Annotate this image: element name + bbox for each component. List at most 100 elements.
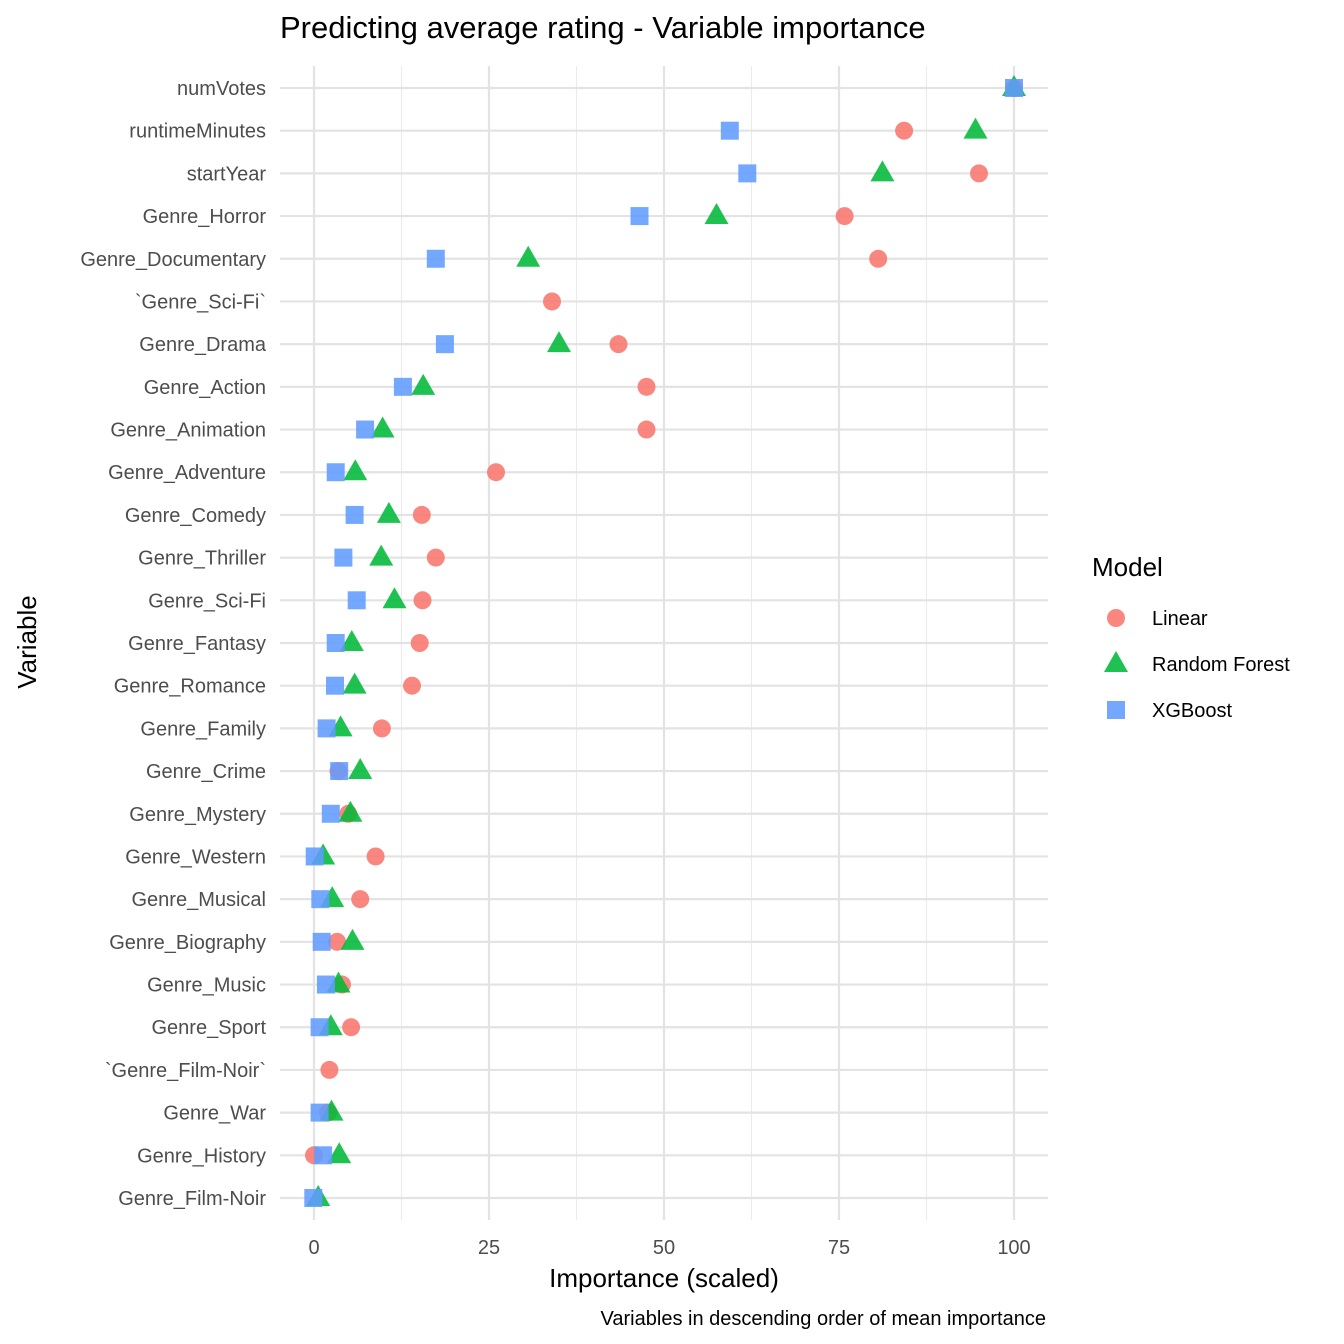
point-square — [305, 847, 324, 866]
y-tick-labels: numVotes runtimeMinutes startYear Genre_Hor… — [80, 78, 267, 1210]
point-square — [326, 634, 345, 652]
y-tick-label: Genre_Film-Noir — [118, 1188, 266, 1210]
point-circle — [487, 463, 505, 482]
point-triangle — [411, 373, 436, 395]
point-triangle — [343, 459, 368, 481]
point-square — [435, 335, 454, 354]
x-tick-label: 25 — [478, 1237, 500, 1259]
y-tick-label: Genre_Biography — [109, 932, 266, 954]
point-square — [738, 164, 757, 183]
x-tick-label: 0 — [308, 1237, 319, 1259]
series-linear — [305, 79, 1023, 1165]
x-tick-label: 50 — [653, 1237, 675, 1259]
y-tick-label: Genre_Western — [125, 846, 266, 868]
point-circle — [366, 847, 385, 866]
point-triangle — [338, 800, 363, 822]
legend-label: Random Forest — [1152, 654, 1290, 676]
point-triangle — [870, 160, 895, 182]
point-circle — [543, 292, 561, 311]
chart-title: Predicting average rating - Variable imp… — [280, 10, 926, 45]
y-tick-label: Genre_Thriller — [138, 548, 266, 570]
point-circle — [328, 932, 347, 951]
grid — [280, 66, 1048, 1220]
x-tick-label: 100 — [997, 1237, 1030, 1259]
y-tick-label: startYear — [187, 163, 267, 185]
y-tick-label: Genre_Drama — [139, 334, 267, 356]
point-square — [312, 932, 331, 951]
point-triangle — [327, 1142, 352, 1164]
legend-items: Linear Random Forest XGBoost — [1104, 608, 1290, 722]
y-axis-title: Variable — [12, 595, 42, 688]
point-square — [334, 548, 353, 567]
point-circle — [835, 207, 854, 226]
legend-key-square — [1107, 701, 1125, 719]
point-square — [1005, 79, 1023, 97]
point-square — [326, 463, 345, 482]
y-tick-label: Genre_Horror — [143, 206, 267, 228]
legend-label: Linear — [1152, 608, 1208, 630]
point-triangle — [704, 203, 729, 225]
x-axis-title: Importance (scaled) — [549, 1263, 779, 1293]
point-square — [345, 505, 364, 524]
data-points — [304, 74, 1026, 1207]
point-circle — [637, 377, 656, 396]
point-square — [314, 1146, 333, 1165]
y-tick-label: Genre_Sport — [151, 1017, 266, 1039]
legend-label: XGBoost — [1152, 700, 1232, 722]
point-circle — [609, 335, 628, 354]
y-tick-label: Genre_Animation — [110, 420, 266, 442]
y-tick-label: Genre_Family — [140, 718, 266, 740]
point-circle — [351, 890, 370, 909]
point-square — [720, 121, 739, 140]
y-tick-label: numVotes — [177, 78, 266, 100]
y-tick-label: `Genre_Sci-Fi` — [135, 291, 266, 313]
y-tick-label: Genre_Crime — [146, 761, 266, 783]
point-triangle — [369, 544, 394, 566]
point-circle — [869, 249, 888, 268]
series-xgboost — [304, 79, 1023, 1207]
legend-key-circle — [1107, 609, 1125, 627]
point-circle — [637, 420, 656, 439]
point-triangle — [376, 501, 401, 523]
y-tick-label: Genre_Musical — [131, 889, 266, 911]
point-square — [393, 377, 412, 396]
point-triangle — [547, 331, 571, 353]
point-square — [321, 804, 340, 823]
y-tick-label: Genre_Sci-Fi — [148, 590, 266, 612]
point-triangle — [370, 416, 395, 438]
y-tick-label: Genre_Fantasy — [128, 633, 266, 655]
point-square — [310, 1103, 329, 1122]
point-circle — [970, 164, 988, 183]
point-circle — [895, 121, 914, 140]
point-square — [326, 676, 344, 695]
point-triangle — [963, 117, 988, 139]
point-square — [311, 890, 330, 909]
point-square — [330, 762, 349, 781]
y-tick-label: Genre_Mystery — [129, 804, 266, 826]
point-square — [426, 249, 445, 268]
point-circle — [426, 548, 445, 567]
point-circle — [342, 1018, 361, 1037]
y-tick-label: Genre_History — [137, 1145, 266, 1167]
point-square — [310, 1018, 329, 1037]
y-tick-label: Genre_Comedy — [125, 505, 266, 527]
y-tick-label: Genre_Romance — [114, 676, 266, 698]
point-circle — [403, 676, 421, 695]
x-tick-label: 75 — [828, 1237, 850, 1259]
point-circle — [320, 1060, 339, 1079]
point-square — [304, 1189, 323, 1207]
point-triangle — [339, 629, 364, 651]
y-tick-label: runtimeMinutes — [129, 121, 266, 143]
point-square — [316, 975, 335, 994]
point-triangle — [340, 928, 365, 950]
x-tick-labels: 0 25 50 75 100 — [308, 1237, 1030, 1259]
y-tick-label: Genre_Music — [147, 975, 266, 997]
point-circle — [410, 634, 429, 652]
series-random-forest — [306, 74, 1026, 1206]
point-triangle — [516, 245, 541, 267]
point-square — [317, 719, 336, 738]
point-square — [630, 207, 649, 226]
point-triangle — [382, 587, 407, 609]
point-square — [356, 420, 375, 439]
